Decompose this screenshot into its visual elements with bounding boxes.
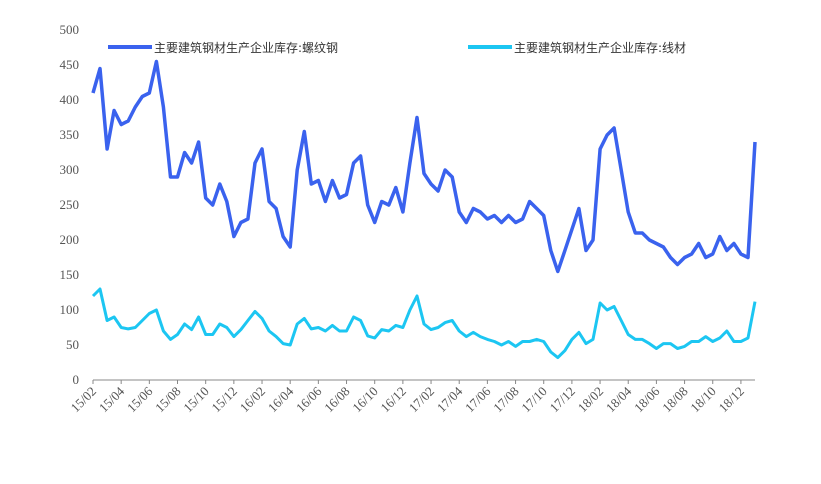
x-tick-label: 18/12 [715,384,747,416]
x-tick-label: 18/10 [687,384,719,416]
x-tick-label: 15/02 [68,384,100,416]
y-tick-label: 400 [60,92,80,107]
y-tick-label: 350 [60,127,80,142]
y-tick-label: 50 [66,337,79,352]
x-tick-label: 17/06 [462,383,494,415]
x-tick-label: 15/08 [152,384,184,416]
x-tick-label: 18/06 [631,383,663,415]
x-tick-label: 16/06 [293,383,325,415]
x-tick-label: 17/10 [518,384,550,416]
x-tick-label: 16/02 [237,384,269,416]
y-tick-label: 150 [60,267,80,282]
x-tick-label: 17/02 [406,384,438,416]
y-tick-label: 200 [60,232,80,247]
x-tick-label: 15/04 [96,383,128,415]
y-tick-label: 250 [60,197,80,212]
x-tick-label: 16/10 [349,384,381,416]
y-tick-label: 500 [60,22,80,37]
x-tick-label: 16/08 [321,384,353,416]
x-tick-label: 16/04 [265,383,297,415]
legend-label: 主要建筑钢材生产企业库存:线材 [514,40,686,55]
line-series [91,59,757,274]
x-tick-label: 15/10 [180,384,212,416]
x-tick-label: 15/12 [208,384,240,416]
x-tick-label: 17/12 [546,384,578,416]
line-series [91,287,757,360]
y-tick-label: 450 [60,57,80,72]
x-tick-label: 18/02 [575,384,607,416]
x-tick-label: 16/12 [377,384,409,416]
y-tick-label: 0 [73,372,80,387]
x-tick-label: 15/06 [124,383,156,415]
y-tick-label: 300 [60,162,80,177]
x-tick-label: 17/04 [434,383,466,415]
y-tick-label: 100 [60,302,80,317]
x-tick-label: 17/08 [490,384,522,416]
legend-label: 主要建筑钢材生产企业库存:螺纹钢 [154,40,338,55]
x-tick-label: 18/04 [603,383,635,415]
x-tick-label: 18/08 [659,384,691,416]
